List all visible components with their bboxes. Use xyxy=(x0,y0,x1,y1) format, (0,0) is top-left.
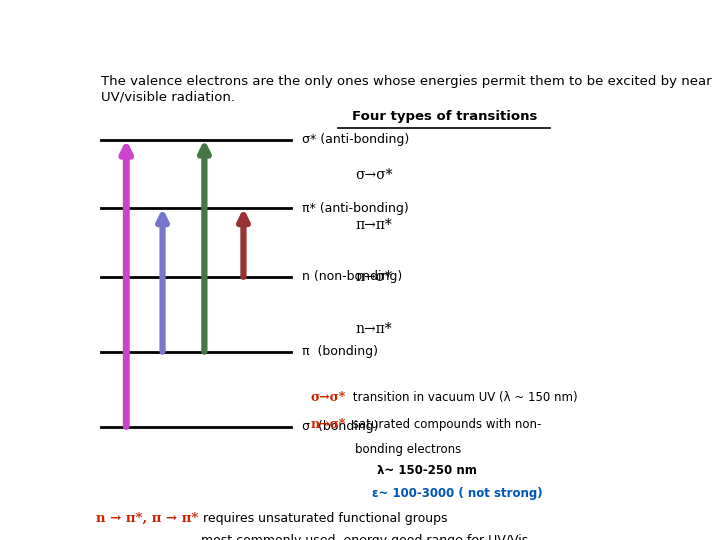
Text: π  (bonding): π (bonding) xyxy=(302,345,378,358)
Text: bonding electrons: bonding electrons xyxy=(355,443,462,456)
Text: σ→σ*: σ→σ* xyxy=(355,168,392,182)
Text: Four types of transitions: Four types of transitions xyxy=(351,110,537,123)
Text: π→π*: π→π* xyxy=(355,218,392,232)
Text: σ→σ*: σ→σ* xyxy=(310,391,346,404)
Text: σ* (anti-bonding): σ* (anti-bonding) xyxy=(302,133,409,146)
Text: transition in vacuum UV (λ ~ 150 nm): transition in vacuum UV (λ ~ 150 nm) xyxy=(349,391,578,404)
Text: n→π*: n→π* xyxy=(355,322,392,336)
Text: λ~ 150-250 nm: λ~ 150-250 nm xyxy=(377,464,477,477)
Text: n→σ*: n→σ* xyxy=(310,418,346,431)
Text: n (non-bonding): n (non-bonding) xyxy=(302,271,402,284)
Text: π* (anti-bonding): π* (anti-bonding) xyxy=(302,202,409,215)
Text: saturated compounds with non-: saturated compounds with non- xyxy=(349,418,542,431)
Text: ε~ 100-3000 ( not strong): ε~ 100-3000 ( not strong) xyxy=(372,487,542,500)
Text: most commonly used, energy good range for UV/Vis: most commonly used, energy good range fo… xyxy=(193,535,528,540)
Text: requires unsaturated functional groups: requires unsaturated functional groups xyxy=(199,511,447,524)
Text: The valence electrons are the only ones whose energies permit them to be excited: The valence electrons are the only ones … xyxy=(101,75,712,103)
Text: n → π*, π → π*: n → π*, π → π* xyxy=(96,511,198,524)
Text: σ  (bonding): σ (bonding) xyxy=(302,420,379,433)
Text: n→σ*: n→σ* xyxy=(355,270,392,284)
